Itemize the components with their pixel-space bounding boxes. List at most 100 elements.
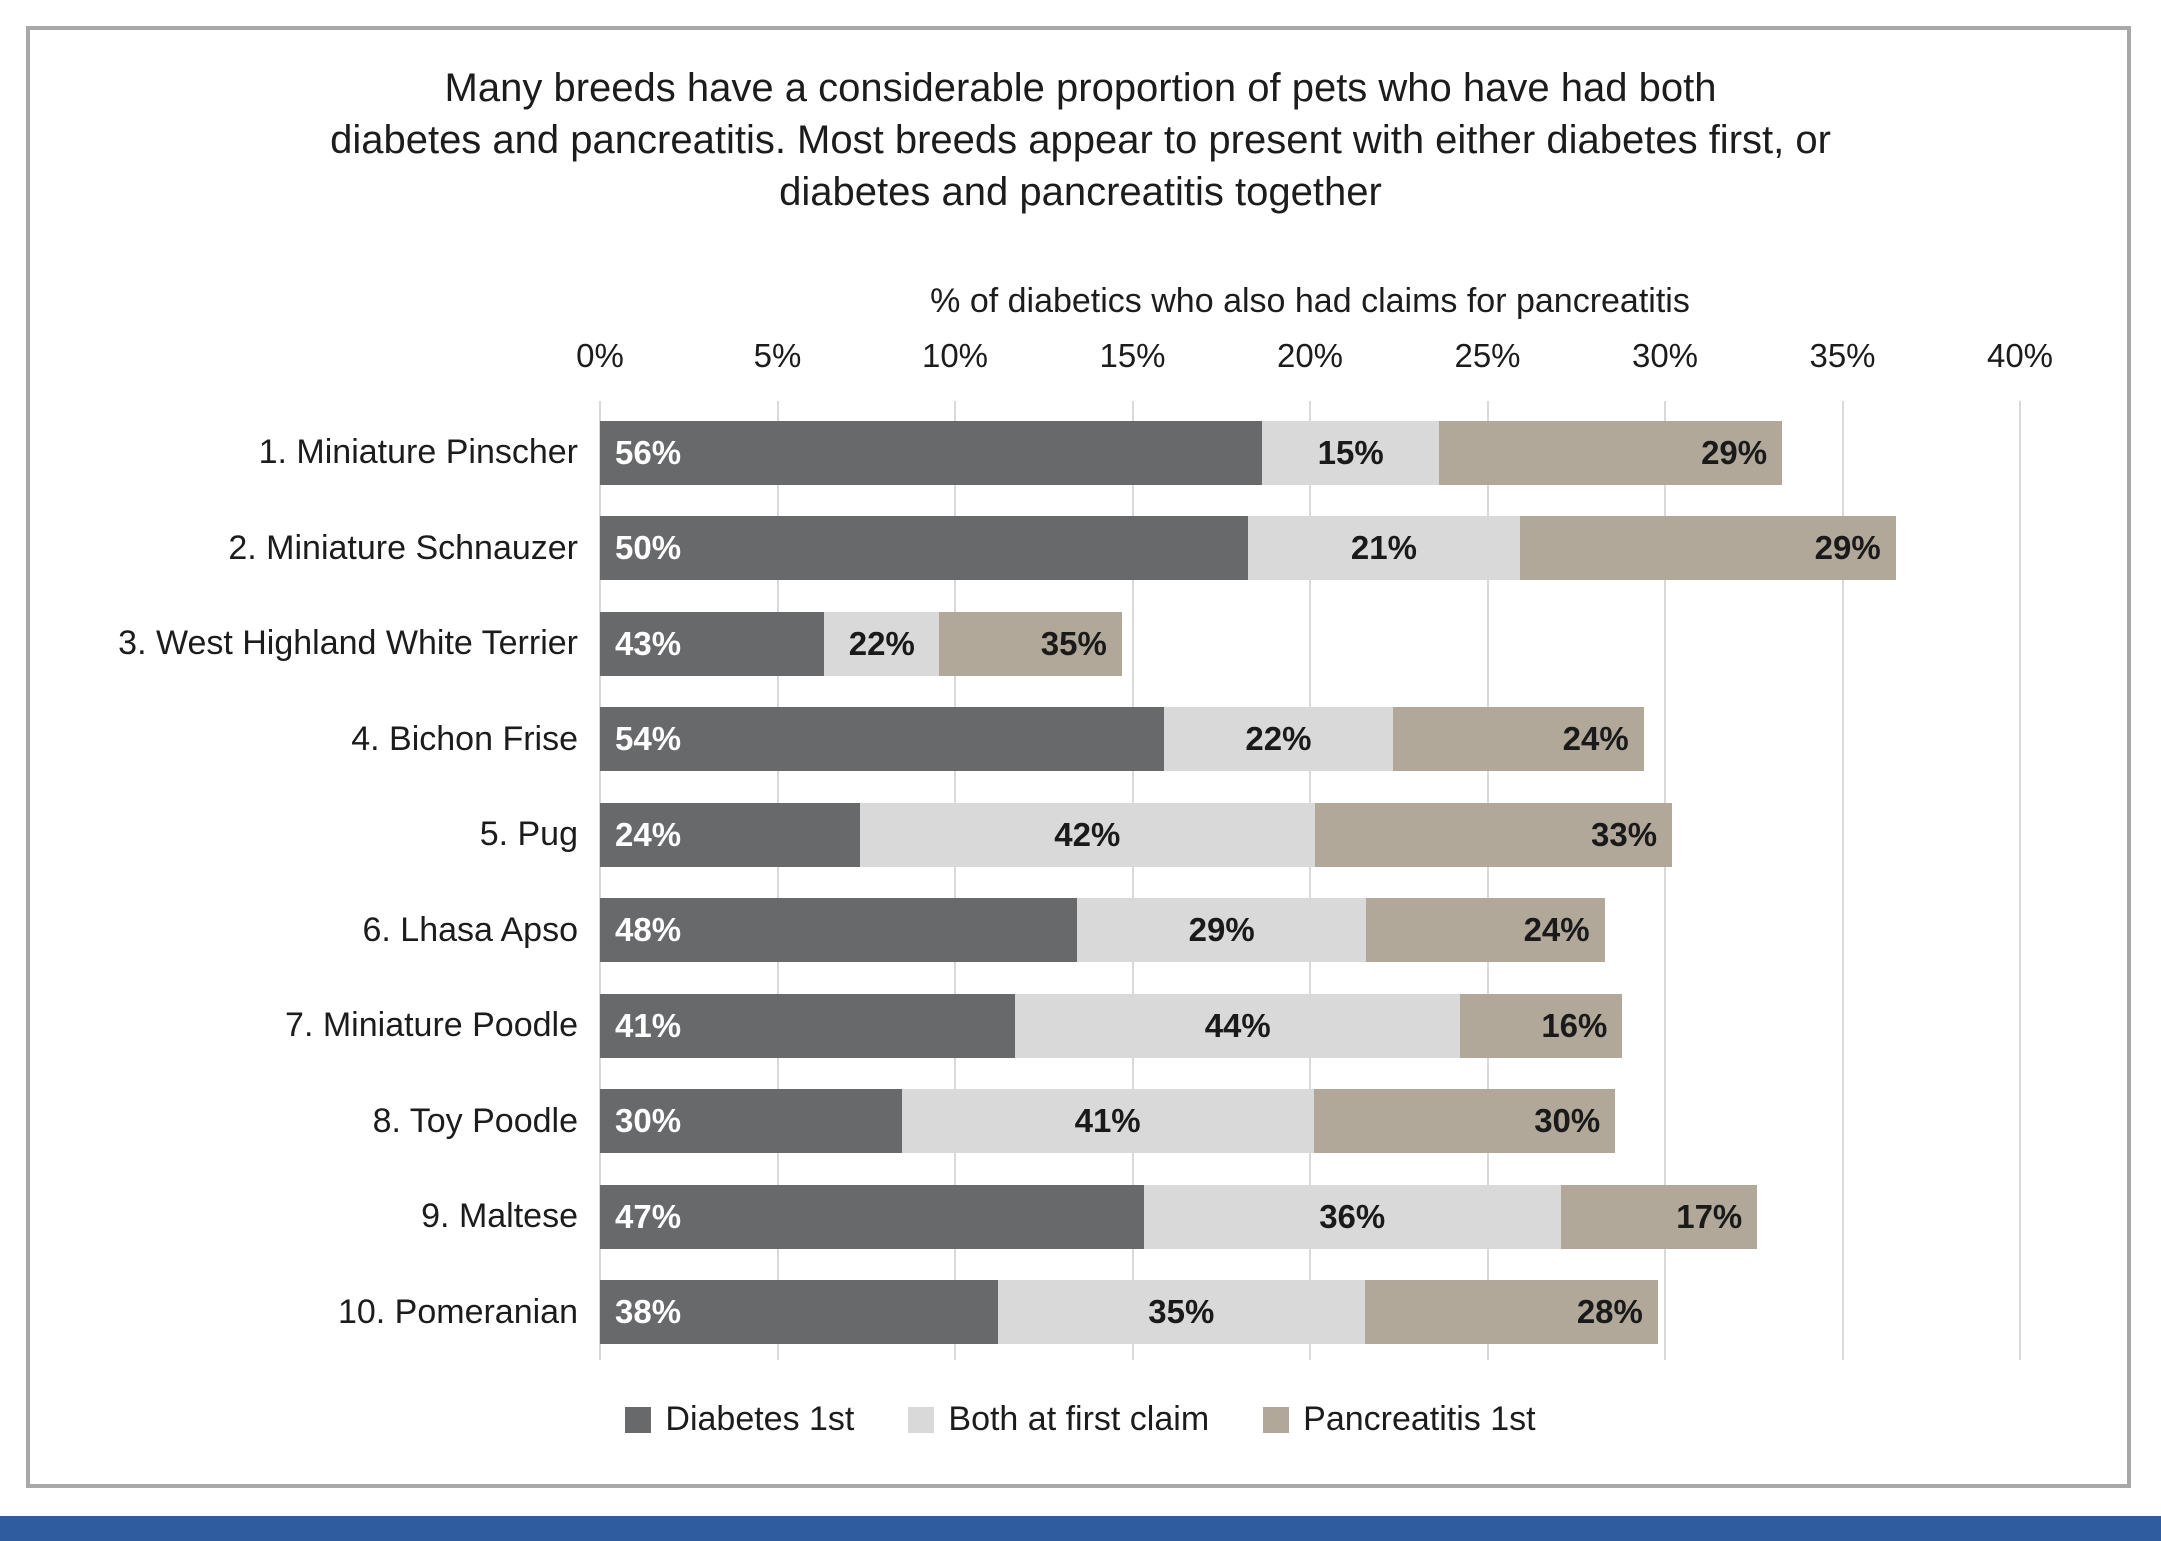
x-tick-label: 30% <box>1631 337 1699 374</box>
bar-segment-label: 24% <box>1523 911 1590 949</box>
bar-row: 3. West Highland White Terrier 43% 22% 35% <box>118 596 2020 692</box>
legend-item: Diabetes 1st <box>625 1400 854 1439</box>
bar-segment-label: 54% <box>615 720 682 758</box>
row-label: 2. Miniature Schnauzer <box>228 528 578 567</box>
gridline <box>1486 401 1489 1360</box>
bar-segment-label: 50% <box>615 529 682 567</box>
x-axis-ticks: 0% 5% 10% 15% 20% 25% 30% 35% 40% <box>576 337 2053 381</box>
bar-segment: 48% <box>600 898 1078 963</box>
bar-segment: 22% <box>824 611 940 676</box>
bar-segment: 16% <box>1460 993 1623 1058</box>
bar-segment-label: 35% <box>1148 1293 1215 1331</box>
bar-segment-label: 24% <box>1562 720 1629 758</box>
chart-title-line-2: diabetes and pancreatitis. Most breeds a… <box>330 118 1831 162</box>
legend-item: Both at first claim <box>908 1400 1209 1439</box>
legend-label: Both at first claim <box>948 1400 1210 1438</box>
stacked-bar: 56% 15% 29% <box>600 420 2020 485</box>
bar-segment: 50% <box>600 516 1248 581</box>
bar-segment: 22% <box>1163 707 1394 772</box>
bar-segment-label: 22% <box>848 624 915 662</box>
bar-segment-label: 30% <box>1534 1102 1601 1140</box>
bar-segment-label: 15% <box>1317 433 1384 471</box>
bar-segment-label: 43% <box>615 624 682 662</box>
stacked-bar: 30% 41% 30% <box>600 1089 2020 1154</box>
bar-segment: 29% <box>1439 420 1783 485</box>
gridline <box>954 401 956 1360</box>
row-label: 9. Maltese <box>421 1197 578 1236</box>
bar-segment: 24% <box>1393 707 1644 772</box>
bar-segment-label: 42% <box>1054 815 1121 853</box>
bar-segment: 29% <box>1519 516 1896 581</box>
bar-segment: 36% <box>1143 1184 1561 1249</box>
bar-segment: 42% <box>859 802 1315 867</box>
bar-segment: 30% <box>600 1089 902 1154</box>
stacked-bar: 54% 22% 24% <box>600 707 2020 772</box>
chart-title-line-3: diabetes and pancreatitis together <box>779 170 1382 214</box>
stacked-bar: 50% 21% 29% <box>600 516 2020 581</box>
row-label: 4. Bichon Frise <box>351 719 578 758</box>
row-label: 1. Miniature Pinscher <box>258 433 578 472</box>
bar-segment-label: 22% <box>1245 720 1312 758</box>
row-label: 8. Toy Poodle <box>372 1101 578 1140</box>
gridline <box>1841 401 1844 1360</box>
bar-segment-label: 44% <box>1204 1006 1271 1044</box>
bar-segment: 38% <box>600 1280 999 1345</box>
bar-segment: 21% <box>1247 516 1520 581</box>
bar-segment: 35% <box>939 611 1122 676</box>
figure-border <box>26 26 2131 1488</box>
bar-row: 2. Miniature Schnauzer 50% 21% 29% <box>228 501 2020 597</box>
bar-segment: 56% <box>600 420 1262 485</box>
x-tick-label: 35% <box>1809 337 1876 374</box>
stacked-bar: 38% 35% 28% <box>600 1280 2020 1345</box>
row-label: 3. West Highland White Terrier <box>118 624 578 663</box>
x-tick-label: 5% <box>753 337 802 374</box>
bar-segment-label: 41% <box>615 1006 682 1044</box>
x-axis-title: % of diabetics who also had claims for p… <box>930 282 1690 320</box>
legend-swatch <box>908 1406 935 1433</box>
bar-segment: 29% <box>1077 898 1366 963</box>
bar-row: 10. Pomeranian 38% 35% 28% <box>338 1265 2020 1361</box>
bar-segment: 41% <box>600 993 1016 1058</box>
bar-segment-label: 41% <box>1074 1102 1141 1140</box>
stacked-bar: 43% 22% 35% <box>600 611 2020 676</box>
legend-label: Diabetes 1st <box>665 1400 855 1438</box>
gridline <box>599 401 601 1360</box>
legend-swatch <box>625 1406 652 1433</box>
bar-segment-label: 30% <box>615 1102 682 1140</box>
legend-label: Pancreatitis 1st <box>1303 1400 1536 1438</box>
bar-segment: 43% <box>600 611 825 676</box>
bar-row: 5. Pug 24% 42% 33% <box>480 787 2020 883</box>
bar-row: 6. Lhasa Apso 48% 29% 24% <box>362 883 2020 979</box>
bar-segment-label: 28% <box>1576 1293 1643 1331</box>
bar-segment-label: 17% <box>1676 1197 1743 1235</box>
bar-segment-label: 56% <box>615 433 682 471</box>
x-tick-label: 20% <box>1276 337 1344 374</box>
bar-segment-label: 21% <box>1350 529 1417 567</box>
bar-segment: 15% <box>1262 420 1440 485</box>
gridline <box>776 401 779 1360</box>
row-label: 6. Lhasa Apso <box>362 910 578 949</box>
stacked-bar: 48% 29% 24% <box>600 898 2020 963</box>
bar-segment: 41% <box>901 1089 1314 1154</box>
gridlines <box>599 401 2021 1360</box>
row-label: 5. Pug <box>479 815 578 854</box>
stacked-bar: 47% 36% 17% <box>600 1184 2020 1249</box>
stacked-bar: 24% 42% 33% <box>600 802 2020 867</box>
gridline <box>1664 401 1666 1360</box>
bar-segment-label: 16% <box>1541 1006 1608 1044</box>
x-tick-label: 10% <box>921 337 989 374</box>
x-tick-label: 15% <box>1099 337 1166 374</box>
bar-segment-label: 38% <box>615 1293 682 1331</box>
bar-segment-label: 36% <box>1319 1197 1386 1235</box>
bar-segment-label: 48% <box>615 911 682 949</box>
bar-segment: 44% <box>1015 993 1461 1058</box>
gridline <box>2019 401 2021 1360</box>
bottom-accent-bar <box>0 1516 2161 1541</box>
bar-segment-label: 35% <box>1040 624 1107 662</box>
legend-swatch <box>1263 1406 1290 1433</box>
bar-segment: 35% <box>998 1280 1365 1345</box>
chart-title-line-1: Many breeds have a considerable proporti… <box>444 66 1717 110</box>
chart-title: Many breeds have a considerable proporti… <box>0 62 2161 218</box>
bar-segment-label: 29% <box>1814 529 1881 567</box>
row-label: 7. Miniature Poodle <box>285 1006 578 1045</box>
